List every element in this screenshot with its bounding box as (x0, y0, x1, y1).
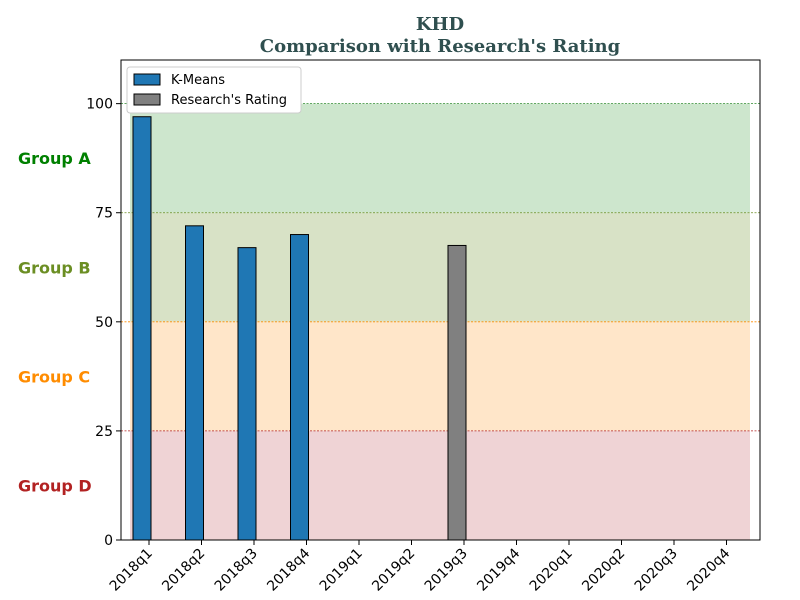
group-label: Group A (18, 149, 91, 168)
x-tick-label: 2019q1 (317, 546, 366, 595)
x-tick-label: 2018q3 (212, 546, 261, 595)
band-2 (130, 212, 750, 322)
bar (132, 116, 152, 541)
legend-box (126, 66, 302, 114)
x-tick-label: 2019q4 (474, 545, 523, 594)
y-tick-label: 75 (95, 206, 113, 222)
x-tick-label: 2019q2 (369, 546, 418, 595)
x-tick-label: 2020q3 (632, 546, 681, 595)
group-label: Group D (18, 476, 92, 495)
x-tick-label: 2020q2 (579, 546, 628, 595)
x-tick-label: 2018q4 (264, 545, 313, 594)
x-tick-label: 2019q3 (422, 546, 471, 595)
band-4 (130, 430, 750, 540)
legend-swatch-kmeans (133, 73, 161, 86)
y-tick-label: 25 (95, 424, 113, 440)
group-label: Group C (18, 367, 90, 386)
chart-subtitle: Comparison with Research's Rating (260, 36, 621, 57)
group-labels-layer: Group A Group B Group C Group D (18, 149, 92, 495)
band-1 (130, 103, 750, 213)
group-label: Group B (18, 258, 91, 277)
y-tick-label: 50 (95, 315, 113, 331)
legend-swatch-research (133, 93, 161, 106)
bar (237, 247, 257, 541)
plot-frame (120, 59, 761, 541)
bands-layer (121, 103, 760, 540)
y-tick-label: 0 (104, 533, 113, 549)
legend-label-research: Research's Rating (171, 93, 287, 108)
bars-layer (132, 116, 467, 541)
bar (185, 225, 204, 541)
x-tick-label: 2020q1 (527, 546, 576, 595)
bar (290, 234, 309, 541)
x-tick-label: 2018q1 (107, 546, 156, 595)
legend: K-Means Research's Rating (126, 66, 302, 114)
band-3 (130, 321, 750, 431)
legend-label-kmeans: K-Means (171, 73, 225, 88)
bar (447, 244, 467, 541)
y-tick-label: 100 (86, 97, 113, 113)
x-tick-label: 2018q2 (159, 546, 208, 595)
chart-title: KHD (416, 14, 464, 35)
x-tick-label: 2020q4 (684, 545, 733, 594)
